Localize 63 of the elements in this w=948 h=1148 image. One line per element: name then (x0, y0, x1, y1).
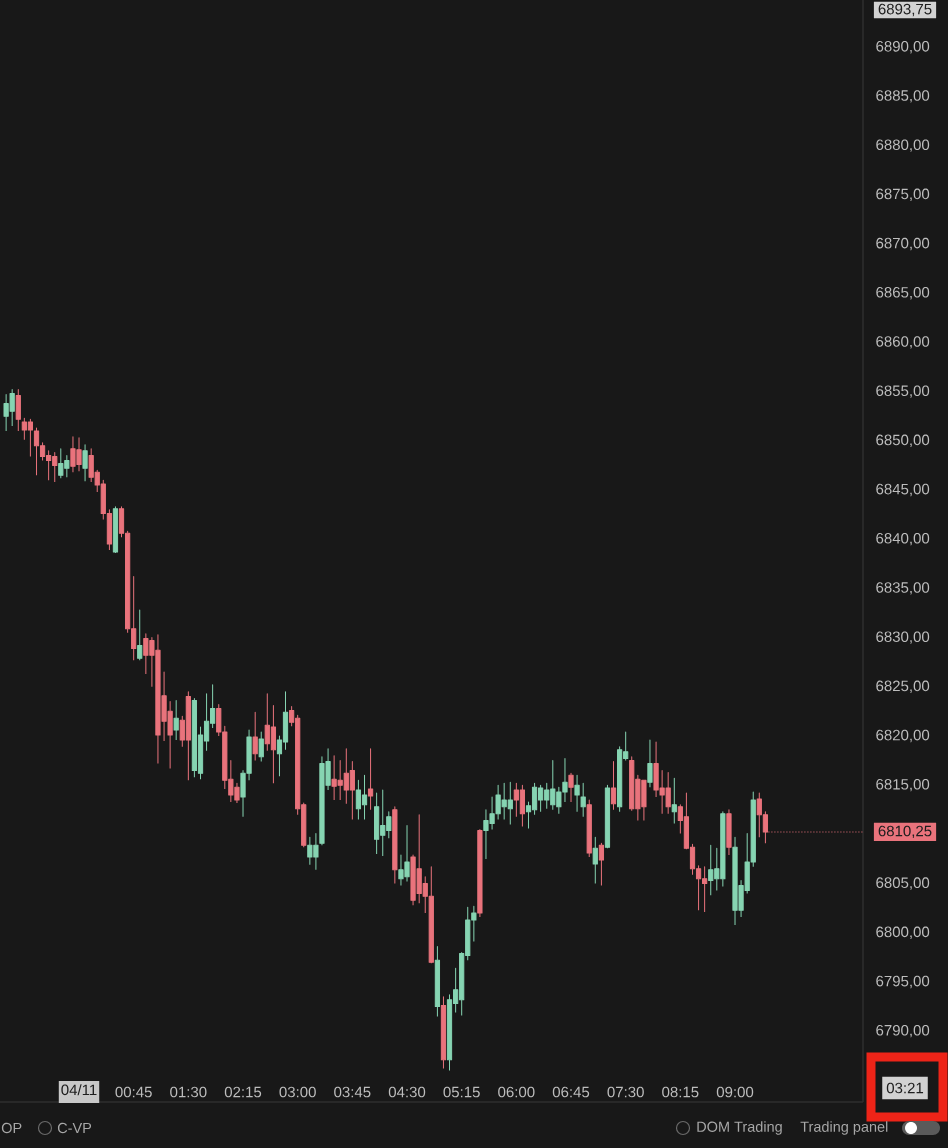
text: OP (1, 1122, 22, 1134)
candlestick (647, 739, 653, 788)
y-tick-label: 6815,00 (876, 778, 930, 792)
candlestick (82, 444, 88, 482)
y-tick-label: 6820,00 (876, 729, 930, 743)
candlestick (367, 748, 374, 811)
x-tick-label: 03:45 (334, 1086, 371, 1098)
candlestick (137, 609, 143, 661)
y-tick-label: 6885,00 (876, 90, 930, 103)
y-tick-label: 6875,00 (876, 188, 930, 201)
y-tick-label: 6870,00 (876, 237, 930, 251)
y-tick-label: 6835,00 (876, 582, 930, 595)
y-tick-label: 6880,00 (876, 139, 930, 152)
y-tick-label: 6825,00 (876, 680, 930, 693)
text: 6893,75 (878, 3, 932, 17)
x-tick-label: 05:15 (443, 1086, 480, 1098)
x-tick-label: 02:15 (224, 1086, 262, 1098)
y-tick-label: 6890,00 (876, 41, 930, 54)
y-tick-label: 6840,00 (876, 532, 930, 546)
y-tick-label: 6860,00 (876, 336, 930, 349)
y-tick-label: 6845,00 (876, 483, 930, 497)
candlestick (598, 842, 605, 887)
candlestick (440, 996, 447, 1070)
text: Trading panel (800, 1121, 888, 1135)
candlestick (610, 761, 617, 811)
x-tick-label: 07:30 (607, 1086, 644, 1098)
y-tick-label: 6805,00 (876, 877, 930, 890)
candlestick (604, 784, 611, 849)
x-tick-label: 03:00 (279, 1086, 316, 1098)
y-tick-label: 6800,00 (876, 926, 930, 939)
text: DOM Trading (697, 1121, 782, 1135)
y-tick-label: 6865,00 (876, 287, 930, 300)
x-tick-label: 00:45 (115, 1086, 152, 1098)
candlestick (671, 777, 677, 825)
candlestick (586, 799, 592, 858)
x-tick-label: 04/11 (61, 1084, 97, 1096)
candlestick (580, 782, 586, 818)
x-tick-label: 09:00 (716, 1086, 754, 1098)
candlestick (15, 389, 21, 432)
text: 03:21 (886, 1082, 924, 1094)
candlestick (392, 806, 398, 885)
candlestick (112, 506, 119, 554)
y-tick-label: 6830,00 (876, 631, 930, 644)
x-tick-label: 06:00 (498, 1086, 535, 1098)
x-tick-label: 06:45 (552, 1086, 590, 1098)
candlestick (574, 774, 580, 813)
x-tick-label: 04:30 (388, 1086, 426, 1098)
x-tick-label: 08:15 (662, 1086, 699, 1098)
candlestick (434, 946, 441, 1017)
candlestick (173, 700, 179, 741)
text: C-VP (57, 1122, 92, 1134)
candlestick (568, 772, 574, 803)
y-tick-label: 6855,00 (876, 385, 930, 398)
candlestick (592, 836, 598, 885)
y-tick-label: 6790,00 (876, 1024, 930, 1038)
x-tick-label: 01:30 (170, 1086, 207, 1098)
candlestick (258, 731, 264, 763)
candlestick (252, 711, 258, 762)
y-tick-label: 6795,00 (876, 975, 930, 989)
candlestick (477, 828, 483, 918)
candlestick (726, 809, 732, 856)
y-tick-label: 6850,00 (876, 434, 930, 447)
ref-line-label: 6810,25 (878, 825, 932, 839)
